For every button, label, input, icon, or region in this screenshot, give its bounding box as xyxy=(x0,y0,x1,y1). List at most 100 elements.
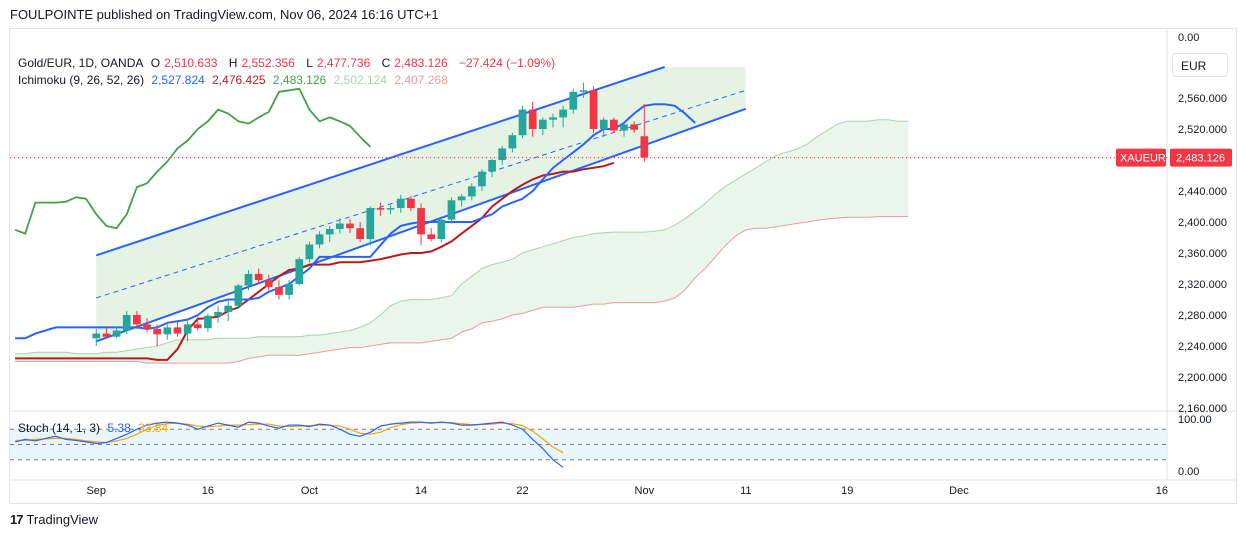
ichimoku-lagging-span xyxy=(14,87,371,235)
candle xyxy=(488,158,496,178)
candle-body xyxy=(518,109,527,136)
stoch-label[interactable]: Stoch (14, 1, 3) xyxy=(18,421,101,435)
candle-body xyxy=(417,208,425,235)
candle xyxy=(356,222,365,243)
candle xyxy=(620,122,628,137)
candle-body xyxy=(183,324,192,334)
candle-body xyxy=(569,91,578,110)
currency-unit-button[interactable]: EUR xyxy=(1172,53,1228,77)
candle-body xyxy=(163,327,172,335)
ichimoku-span-b-value: 2,407.268 xyxy=(394,73,448,87)
candle xyxy=(437,218,446,243)
candle-body xyxy=(610,119,618,131)
candle-body xyxy=(630,124,639,130)
candle xyxy=(528,101,537,137)
candle xyxy=(305,241,314,263)
ichimoku-span-a-value: 2,502.124 xyxy=(333,73,388,87)
price-change: −27.424 (−1.09%) xyxy=(459,56,556,70)
candle-body xyxy=(589,90,598,129)
chart-frame[interactable] xyxy=(9,28,1237,504)
ichimoku-span-b xyxy=(15,215,909,364)
time-tick-label: 11 xyxy=(740,485,751,497)
candle xyxy=(427,228,436,242)
candle-body xyxy=(488,160,496,172)
time-tick-label: Oct xyxy=(301,485,318,497)
price-tick-label: 2,560.000 xyxy=(1178,93,1227,105)
candle xyxy=(102,328,111,339)
ohlc-high: H 2,552.356 xyxy=(228,56,295,70)
candle xyxy=(498,146,507,165)
ichimoku-label[interactable]: Ichimoku (9, 26, 52, 26) xyxy=(18,73,145,87)
footer-brand: 17 TradingView xyxy=(10,512,98,527)
candle xyxy=(589,86,598,133)
candle xyxy=(457,194,466,207)
candle-body xyxy=(508,135,517,149)
candle xyxy=(112,326,121,339)
candle-body xyxy=(224,305,233,312)
price-tick-label: 2,240.000 xyxy=(1178,341,1227,353)
stoch-d-value: 33.84 xyxy=(138,421,169,435)
candle-body xyxy=(386,208,395,210)
candle xyxy=(193,316,202,331)
time-tick-label: 22 xyxy=(516,485,528,497)
symbol-label[interactable]: Gold/EUR, 1D, OANDA xyxy=(18,56,144,70)
candle-body xyxy=(285,284,293,295)
time-tick-label: 14 xyxy=(415,485,427,497)
candle-body xyxy=(153,328,162,335)
candle xyxy=(285,280,293,300)
candle-body xyxy=(437,219,446,240)
candle xyxy=(478,169,486,191)
candle xyxy=(92,328,101,346)
candle xyxy=(396,194,405,213)
candle-body xyxy=(620,124,628,131)
ichimoku-lagging-value: 2,483.126 xyxy=(272,73,327,87)
candle-body xyxy=(102,333,111,337)
candle xyxy=(376,202,385,216)
candle xyxy=(640,103,649,162)
candle-body xyxy=(244,273,253,286)
candle xyxy=(447,197,456,224)
candle xyxy=(346,218,354,233)
candle xyxy=(173,321,182,337)
candle-body xyxy=(264,280,273,288)
candle-body xyxy=(92,333,101,339)
candle xyxy=(264,274,273,291)
time-tick-label: Sep xyxy=(86,485,106,497)
tradingview-logo-icon: 17 xyxy=(10,512,24,527)
candle-body xyxy=(579,90,588,92)
price-tick-label: 2,320.000 xyxy=(1178,279,1227,291)
candle-body xyxy=(559,109,567,118)
candle-body xyxy=(599,119,608,129)
candle-body xyxy=(133,315,141,325)
candle-body xyxy=(640,136,649,158)
candle-body xyxy=(396,198,405,209)
candle-body xyxy=(498,148,507,160)
candle xyxy=(325,225,334,243)
candle-body xyxy=(447,200,456,220)
candle-body xyxy=(204,315,212,329)
brand-name: TradingView xyxy=(26,512,99,527)
price-tick-label: 2,160.000 xyxy=(1178,403,1227,415)
candle xyxy=(467,183,476,201)
candle xyxy=(153,324,162,346)
candle-body xyxy=(356,228,365,240)
candle-body xyxy=(528,109,537,129)
stoch-k-value: 5.38 xyxy=(107,421,131,435)
publisher-line: FOULPOINTE published on TradingView.com,… xyxy=(10,7,439,22)
candle-body xyxy=(478,171,486,187)
ticker-tag: XAUEUR xyxy=(1120,153,1166,165)
candle-body xyxy=(305,244,314,260)
candle-body xyxy=(234,285,243,306)
candle-body xyxy=(214,311,222,316)
candle-body xyxy=(315,234,324,245)
candle-body xyxy=(193,324,202,329)
time-tick-label: Dec xyxy=(949,485,969,497)
candle-body xyxy=(112,330,121,337)
price-tick-label: 2,520.000 xyxy=(1178,124,1227,136)
candle-body xyxy=(457,196,466,201)
candle xyxy=(244,270,253,291)
candle xyxy=(204,313,212,333)
candle xyxy=(549,113,557,128)
candle-body xyxy=(427,234,436,240)
